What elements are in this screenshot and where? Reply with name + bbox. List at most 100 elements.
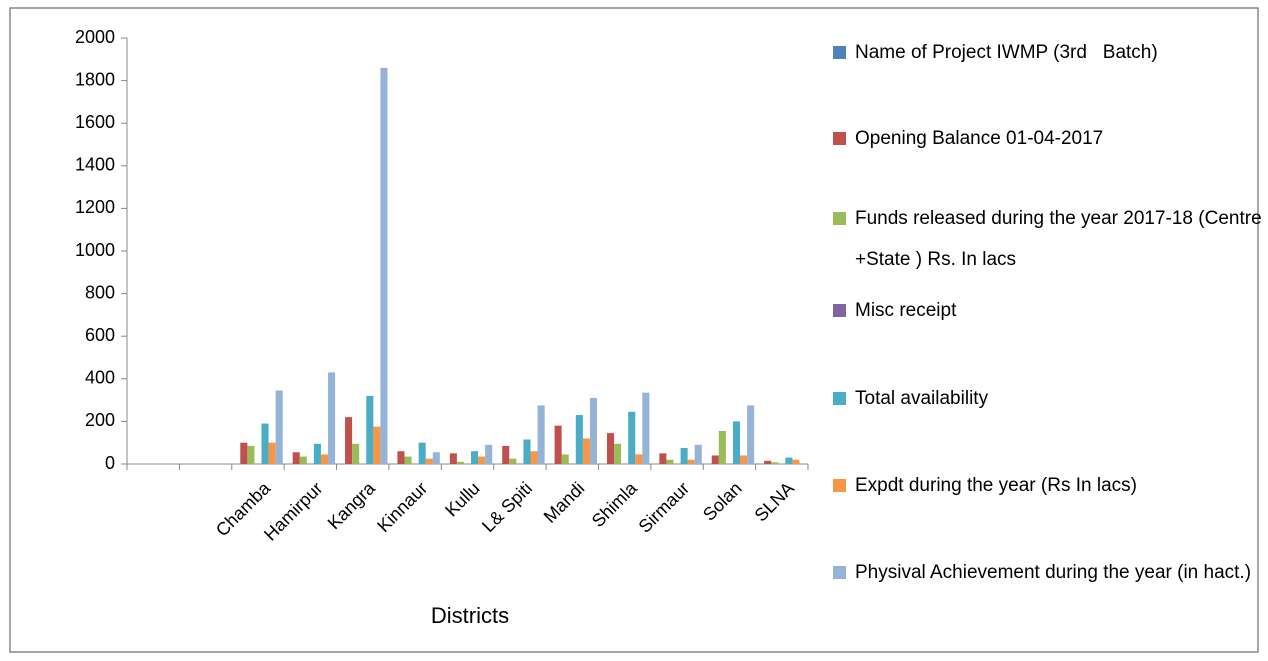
bar: [771, 462, 779, 464]
bar: [747, 405, 755, 464]
legend-entry: Funds released during the year 2017-18 (…: [833, 198, 1268, 280]
y-tick-label: 1800: [75, 69, 115, 89]
bar: [345, 417, 353, 464]
bar: [366, 395, 374, 464]
x-tick-label: SLNA: [751, 478, 798, 525]
bar: [561, 454, 569, 464]
x-tick-label: Kangra: [324, 477, 380, 533]
bar: [589, 397, 598, 464]
y-tick-label: 1400: [75, 155, 115, 175]
bar: [628, 411, 636, 464]
legend-entry: Opening Balance 01-04-2017: [833, 118, 1268, 159]
x-tick-label: Hamirpur: [260, 478, 326, 544]
legend-entry: Physival Achievement during the year (in…: [833, 552, 1268, 593]
bar: [449, 453, 457, 464]
bar: [471, 451, 479, 464]
legend-swatch: [833, 479, 846, 492]
bar: [642, 392, 650, 464]
bar: [785, 457, 793, 464]
bar: [582, 438, 590, 464]
x-tick-label: Mandi: [540, 478, 589, 527]
x-tick-label: Kinnaur: [373, 478, 431, 536]
legend-swatch: [833, 392, 846, 405]
bar: [659, 453, 667, 464]
legend-swatch: [833, 46, 846, 59]
bar: [711, 455, 719, 464]
legend-label: Opening Balance 01-04-2017: [855, 128, 1104, 149]
legend-label: Misc receipt: [855, 300, 957, 321]
bar: [718, 430, 726, 464]
bar: [425, 458, 433, 464]
bar: [740, 455, 748, 464]
bar: [313, 443, 321, 464]
legend-entry: Name of Project IWMP (3rd Batch): [833, 32, 1268, 73]
legend-label: Funds released during the year 2017-18 (…: [855, 208, 1267, 270]
x-tick-label: Shimla: [588, 477, 642, 531]
bar: [502, 445, 510, 464]
bar: [792, 459, 800, 464]
x-axis-label: Districts: [431, 603, 509, 628]
bar: [328, 372, 336, 464]
bar: [614, 443, 622, 464]
bar: [456, 461, 464, 464]
bar: [537, 405, 545, 464]
x-tick-label: Solan: [699, 478, 746, 525]
x-tick-label: Sirmaur: [635, 478, 694, 537]
bar: [404, 456, 412, 464]
y-tick-label: 400: [85, 368, 115, 388]
bar: [635, 454, 643, 464]
bar: [373, 426, 381, 464]
legend-label: Total availability: [855, 388, 989, 409]
legend-swatch: [833, 212, 846, 225]
bar: [240, 442, 248, 464]
bar: [275, 390, 283, 464]
y-tick-label: 0: [105, 453, 115, 473]
bar: [694, 444, 702, 464]
bar: [666, 459, 674, 464]
bar: [732, 421, 741, 464]
bar: [680, 448, 688, 464]
bar: [418, 442, 426, 464]
y-tick-label: 1600: [75, 112, 115, 132]
y-tick-label: 200: [85, 410, 115, 430]
bar: [268, 442, 276, 464]
chart-frame: [9, 7, 1259, 653]
x-tick-label: L& Spiti: [478, 478, 536, 536]
bar: [247, 445, 255, 464]
bar: [554, 425, 562, 464]
bar: [292, 452, 300, 464]
legend-swatch: [833, 132, 846, 145]
y-tick-label: 800: [85, 282, 115, 302]
legend-swatch: [833, 566, 846, 579]
y-tick-label: 600: [85, 325, 115, 345]
legend-entry: Expdt during the year (Rs In lacs): [833, 465, 1268, 506]
bar: [261, 423, 269, 464]
bar: [478, 456, 486, 464]
bar: [352, 443, 360, 464]
legend-entry: Misc receipt: [833, 290, 1268, 331]
y-tick-label: 1200: [75, 197, 115, 217]
bar: [380, 67, 388, 464]
y-tick-label: 1000: [75, 240, 115, 260]
bar: [523, 439, 531, 464]
bar: [320, 454, 329, 464]
legend-entry: Total availability: [833, 378, 1268, 419]
bar: [575, 415, 583, 464]
legend-label: Physival Achievement during the year (in…: [855, 562, 1252, 583]
bar: [764, 460, 772, 464]
bar: [687, 459, 695, 464]
y-tick-label: 2000: [75, 27, 115, 47]
bar: [530, 451, 538, 464]
legend-label: Name of Project IWMP (3rd Batch): [855, 42, 1158, 63]
bar: [509, 458, 517, 464]
legend-label: Expdt during the year (Rs In lacs): [855, 475, 1137, 496]
bar: [606, 433, 615, 464]
bar: [432, 452, 440, 464]
legend-swatch: [833, 304, 846, 317]
bar: [485, 444, 493, 464]
x-tick-label: Kullu: [441, 478, 483, 520]
bar: [299, 456, 307, 464]
bar: [397, 451, 405, 464]
